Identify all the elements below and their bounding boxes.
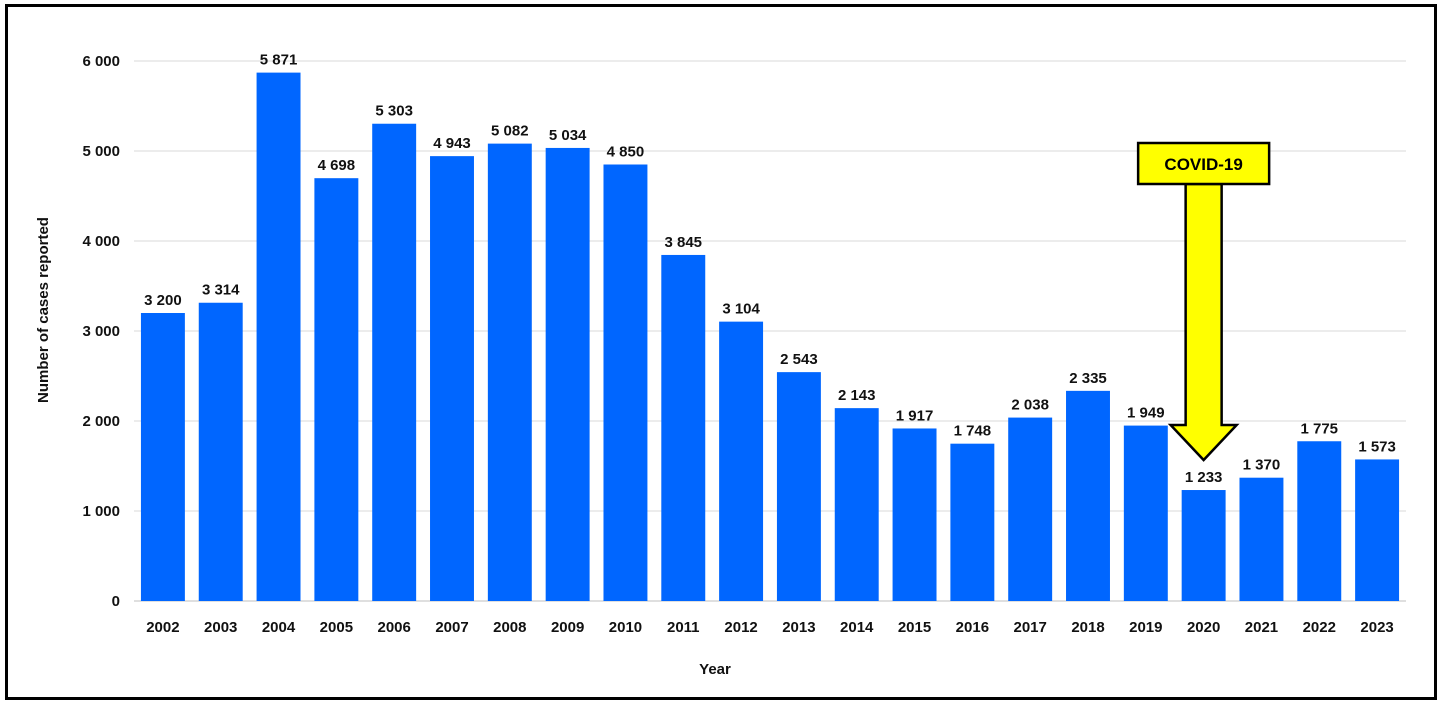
chart-frame: 0 1 000 2 000 3 000 4 000 5 000 6 000 3 200 3 3… xyxy=(5,4,1437,700)
data-label-2022: 1 775 xyxy=(1300,420,1338,437)
data-label-2023: 1 573 xyxy=(1358,438,1396,455)
data-label-2020: 1 233 xyxy=(1185,469,1223,486)
y-axis-title: Number of cases reported xyxy=(35,217,52,403)
x-tick-label: 2004 xyxy=(262,619,296,636)
x-axis-title: Year xyxy=(699,661,731,678)
bar-2021 xyxy=(1239,477,1284,601)
y-axis-ticks: 0 1 000 2 000 3 000 4 000 5 000 6 000 xyxy=(82,53,120,610)
y-tick-label: 4 000 xyxy=(82,233,120,250)
y-tick-label: 6 000 xyxy=(82,53,120,70)
data-label-2007: 4 943 xyxy=(433,135,471,152)
x-tick-label: 2020 xyxy=(1187,619,1220,636)
bar-2007 xyxy=(430,156,474,601)
x-tick-label: 2010 xyxy=(609,619,642,636)
y-tick-label: 0 xyxy=(112,593,120,610)
bar-2003 xyxy=(198,302,243,601)
y-tick-label: 3 000 xyxy=(82,323,120,340)
data-label-2010: 4 850 xyxy=(607,144,645,161)
bar-2004 xyxy=(256,72,301,602)
bar-2016 xyxy=(950,443,995,601)
x-tick-label: 2006 xyxy=(377,619,410,636)
data-label-2015: 1 917 xyxy=(896,407,934,424)
bar-2012 xyxy=(719,321,764,601)
data-label-2006: 5 303 xyxy=(375,103,413,120)
data-label-2009: 5 034 xyxy=(549,127,587,144)
x-tick-label: 2007 xyxy=(435,619,468,636)
bar-2015 xyxy=(892,428,937,601)
bar-2019 xyxy=(1123,425,1168,601)
data-label-2021: 1 370 xyxy=(1243,457,1281,474)
x-tick-label: 2015 xyxy=(898,619,931,636)
x-tick-label: 2019 xyxy=(1129,619,1162,636)
data-label-2019: 1 949 xyxy=(1127,405,1165,422)
bar-2013 xyxy=(776,372,821,601)
data-label-2012: 3 104 xyxy=(722,301,760,318)
bar-2020 xyxy=(1181,490,1226,601)
x-tick-label: 2011 xyxy=(667,619,700,636)
x-tick-label: 2018 xyxy=(1071,619,1104,636)
data-label-2018: 2 335 xyxy=(1069,370,1107,387)
x-tick-label: 2014 xyxy=(840,619,874,636)
data-label-2011: 3 845 xyxy=(664,234,702,251)
annotation-arrow xyxy=(1167,182,1240,462)
data-label-2017: 2 038 xyxy=(1011,397,1049,414)
x-tick-label: 2005 xyxy=(320,619,353,636)
bar-2008 xyxy=(487,143,532,601)
x-tick-label: 2016 xyxy=(956,619,989,636)
bar-chart: 0 1 000 2 000 3 000 4 000 5 000 6 000 3 200 3 3… xyxy=(35,52,1406,678)
data-label-2003: 3 314 xyxy=(202,282,240,299)
data-label-2002: 3 200 xyxy=(144,292,182,309)
annotation-box xyxy=(1136,141,1271,186)
bar-2002 xyxy=(140,313,185,601)
bar-2009 xyxy=(545,147,590,601)
bar-2006 xyxy=(372,123,417,601)
x-tick-label: 2003 xyxy=(204,619,237,636)
x-tick-label: 2017 xyxy=(1013,619,1046,636)
covid-annotation: COVID-19 xyxy=(1136,141,1271,462)
bar-2022 xyxy=(1297,441,1342,601)
bar-2023 xyxy=(1355,459,1400,601)
bar-2018 xyxy=(1066,390,1110,601)
data-label-2014: 2 143 xyxy=(838,387,876,404)
x-tick-label: 2008 xyxy=(493,619,526,636)
data-label-2004: 5 871 xyxy=(260,52,298,69)
y-tick-label: 5 000 xyxy=(82,143,120,160)
annotation-label: COVID-19 xyxy=(1164,155,1242,174)
y-tick-label: 1 000 xyxy=(82,503,120,520)
bars xyxy=(140,72,1400,602)
bar-2017 xyxy=(1008,417,1053,601)
bar-2011 xyxy=(661,254,706,601)
x-tick-label: 2002 xyxy=(146,619,179,636)
data-labels: 3 200 3 314 5 871 4 698 5 303 4 943 5 082 5 034… xyxy=(144,52,1396,486)
data-label-2016: 1 748 xyxy=(954,423,992,440)
bar-2005 xyxy=(314,178,359,601)
x-tick-label: 2023 xyxy=(1360,619,1393,636)
y-tick-label: 2 000 xyxy=(82,413,120,430)
bar-2014 xyxy=(834,408,879,601)
data-label-2013: 2 543 xyxy=(780,351,818,368)
x-tick-label: 2012 xyxy=(724,619,757,636)
x-axis-ticks: 2002 2003 2004 2005 2006 2007 2008 2009 2010 2011… xyxy=(146,619,1394,636)
x-tick-label: 2009 xyxy=(551,619,584,636)
bar-2010 xyxy=(603,164,648,601)
data-label-2005: 4 698 xyxy=(318,157,356,174)
x-tick-label: 2013 xyxy=(782,619,815,636)
data-label-2008: 5 082 xyxy=(491,123,529,140)
x-tick-label: 2021 xyxy=(1245,619,1278,636)
x-tick-label: 2022 xyxy=(1303,619,1336,636)
